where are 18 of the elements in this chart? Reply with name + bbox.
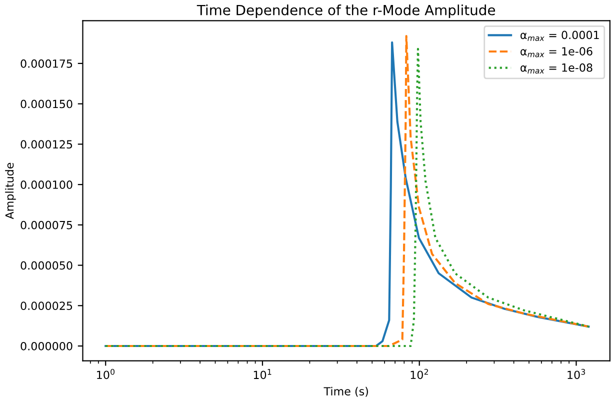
- legend-label: α$_{max}$ = 1e-08: [520, 63, 592, 74]
- x-tick-label: 10$^{2}$: [410, 368, 428, 380]
- x-tick-label: 10$^{1}$: [254, 369, 272, 380]
- x-tick-label: 10$^{0}$: [97, 368, 115, 380]
- legend-label: α$_{max}$ = 0.0001: [520, 30, 599, 41]
- y-tick-label: 0.000000: [20, 342, 72, 350]
- y-axis-title: Amplitude: [5, 162, 16, 220]
- y-tick-label: 0.000025: [20, 302, 72, 310]
- y-tick-label: 0.000100: [20, 180, 72, 189]
- chart-title: Time Dependence of the r-Mode Amplitude: [196, 4, 496, 18]
- x-tick-label: 10$^{3}$: [568, 368, 586, 380]
- y-tick-label: 0.000125: [20, 140, 72, 149]
- y-tick-label: 0.000175: [20, 59, 72, 68]
- y-tick-label: 0.000050: [20, 261, 72, 270]
- x-axis-title: Time (s): [324, 386, 368, 397]
- legend-label: α$_{max}$ = 1e-06: [520, 47, 592, 58]
- y-tick-label: 0.000150: [20, 100, 72, 108]
- y-tick-label: 0.000075: [20, 220, 72, 230]
